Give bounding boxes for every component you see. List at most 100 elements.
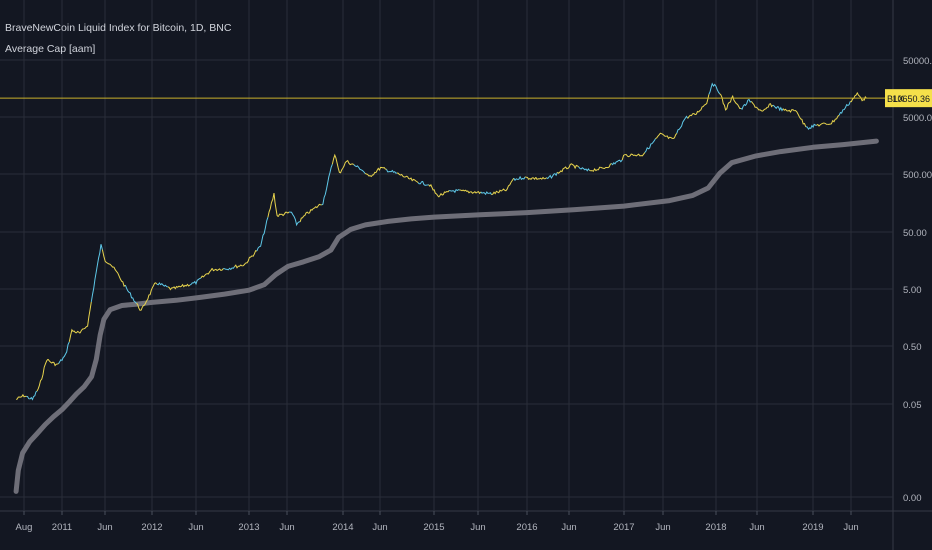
price-line-segment [762, 103, 774, 112]
price-line-segment [136, 300, 148, 311]
price-line-segment [687, 110, 699, 119]
price-line-segment [740, 98, 752, 110]
price-line-segment [782, 108, 795, 113]
price-line-segment [364, 171, 377, 178]
price-line-segment [578, 166, 590, 172]
price-line-segment [633, 152, 646, 157]
price-line-segment [729, 94, 742, 110]
price-line-segment [396, 172, 408, 178]
price-line-segment [719, 93, 731, 111]
x-tick-label: 2018 [705, 522, 726, 533]
y-tick-label: 5000.00 [903, 113, 932, 124]
x-tick-label: 2019 [802, 522, 823, 533]
price-line-segment [47, 358, 59, 367]
x-tick-label: 2011 [52, 522, 72, 533]
price-line-segment [567, 163, 580, 170]
x-tick-label: 2014 [332, 522, 353, 533]
price-line-segment [299, 209, 312, 222]
price-line-segment [289, 211, 301, 227]
price-line-segment [90, 244, 103, 302]
x-tick-label: 2015 [423, 522, 444, 533]
price-line-segment [611, 159, 623, 166]
indicator-legend: Average Cap [aam] [5, 43, 96, 55]
x-tick-label: Aug [16, 522, 33, 533]
price-line-segment [26, 390, 38, 401]
price-line-segment [36, 358, 49, 392]
x-tick-label: Jun [97, 522, 112, 533]
price-line-segment [113, 266, 126, 288]
price-line-segment [827, 114, 840, 125]
price-line-segment [501, 177, 515, 192]
price-line-segment [331, 153, 344, 174]
price-line-segment [676, 115, 689, 134]
price-line-segment [470, 190, 482, 195]
price-line-segment [353, 164, 366, 174]
price-line [15, 82, 867, 401]
x-tick-label: 2016 [516, 522, 537, 533]
price-line-segment [655, 132, 667, 140]
price-line-segment [621, 153, 635, 161]
y-tick-label: 50000.00 [903, 56, 932, 67]
price-line-segment [156, 282, 168, 288]
x-tick-label: Jun [749, 522, 764, 533]
price-line-segment [223, 266, 235, 271]
x-tick-label: Jun [561, 522, 576, 533]
price-line-segment [375, 166, 387, 173]
y-tick-label: 50.00 [903, 228, 927, 239]
price-line-segment [277, 211, 290, 217]
y-tick-label: 5.00 [903, 285, 922, 296]
price-line-segment [535, 176, 547, 181]
average-cap-line [13, 138, 879, 494]
price-line-segment [245, 250, 258, 264]
price-line-segment [58, 341, 70, 364]
x-tick-label: Jun [470, 522, 485, 533]
price-line-segment [321, 164, 333, 206]
price-line-segment [708, 82, 721, 95]
price-line-segment [698, 94, 710, 113]
price-line-segment [68, 328, 81, 342]
price-line-segment [200, 268, 213, 279]
price-line-segment [772, 104, 784, 112]
price-line-segment [644, 138, 656, 153]
price-line-segment [310, 203, 322, 211]
price-line-segment [386, 169, 398, 174]
price-line-segment [794, 109, 807, 127]
y-tick-label: 0.00 [903, 493, 922, 504]
y-tick-label: 0.50 [903, 342, 922, 353]
price-line-segment [459, 189, 471, 194]
price-line-segment [146, 282, 158, 302]
price-line-segment [211, 268, 224, 272]
price-line-segment [557, 166, 569, 174]
last-price-symbol: BLX [887, 94, 904, 104]
chart-title: BraveNewCoin Liquid Index for Bitcoin, 1… [5, 22, 232, 34]
last-price-badge [885, 89, 932, 108]
price-line-segment [438, 190, 450, 198]
price-line-segment [256, 217, 269, 252]
price-line-segment [524, 176, 537, 181]
price-line-segment [267, 193, 279, 218]
price-line-segment [79, 301, 92, 334]
price-line-segment [805, 123, 817, 131]
price-line-segment [407, 176, 419, 183]
price-line-segment [101, 249, 114, 268]
price-line-segment [234, 262, 247, 269]
x-tick-label: 2012 [141, 522, 162, 533]
price-line-segment [513, 175, 526, 182]
y-tick-label: 500.00 [903, 170, 932, 181]
price-line-segment [480, 191, 493, 196]
price-line-segment [491, 189, 503, 196]
x-tick-label: Jun [188, 522, 203, 533]
price-line-segment [417, 180, 429, 186]
price-line-segment [449, 188, 460, 194]
price-line-segment [189, 277, 202, 286]
price-line-segment [850, 91, 862, 103]
price-line-segment [428, 183, 440, 198]
price-line-segment [546, 172, 558, 180]
price-line-segment [342, 159, 355, 169]
x-tick-label: Jun [279, 522, 294, 533]
x-tick-label: 2013 [238, 522, 259, 533]
price-line-segment [589, 166, 601, 172]
